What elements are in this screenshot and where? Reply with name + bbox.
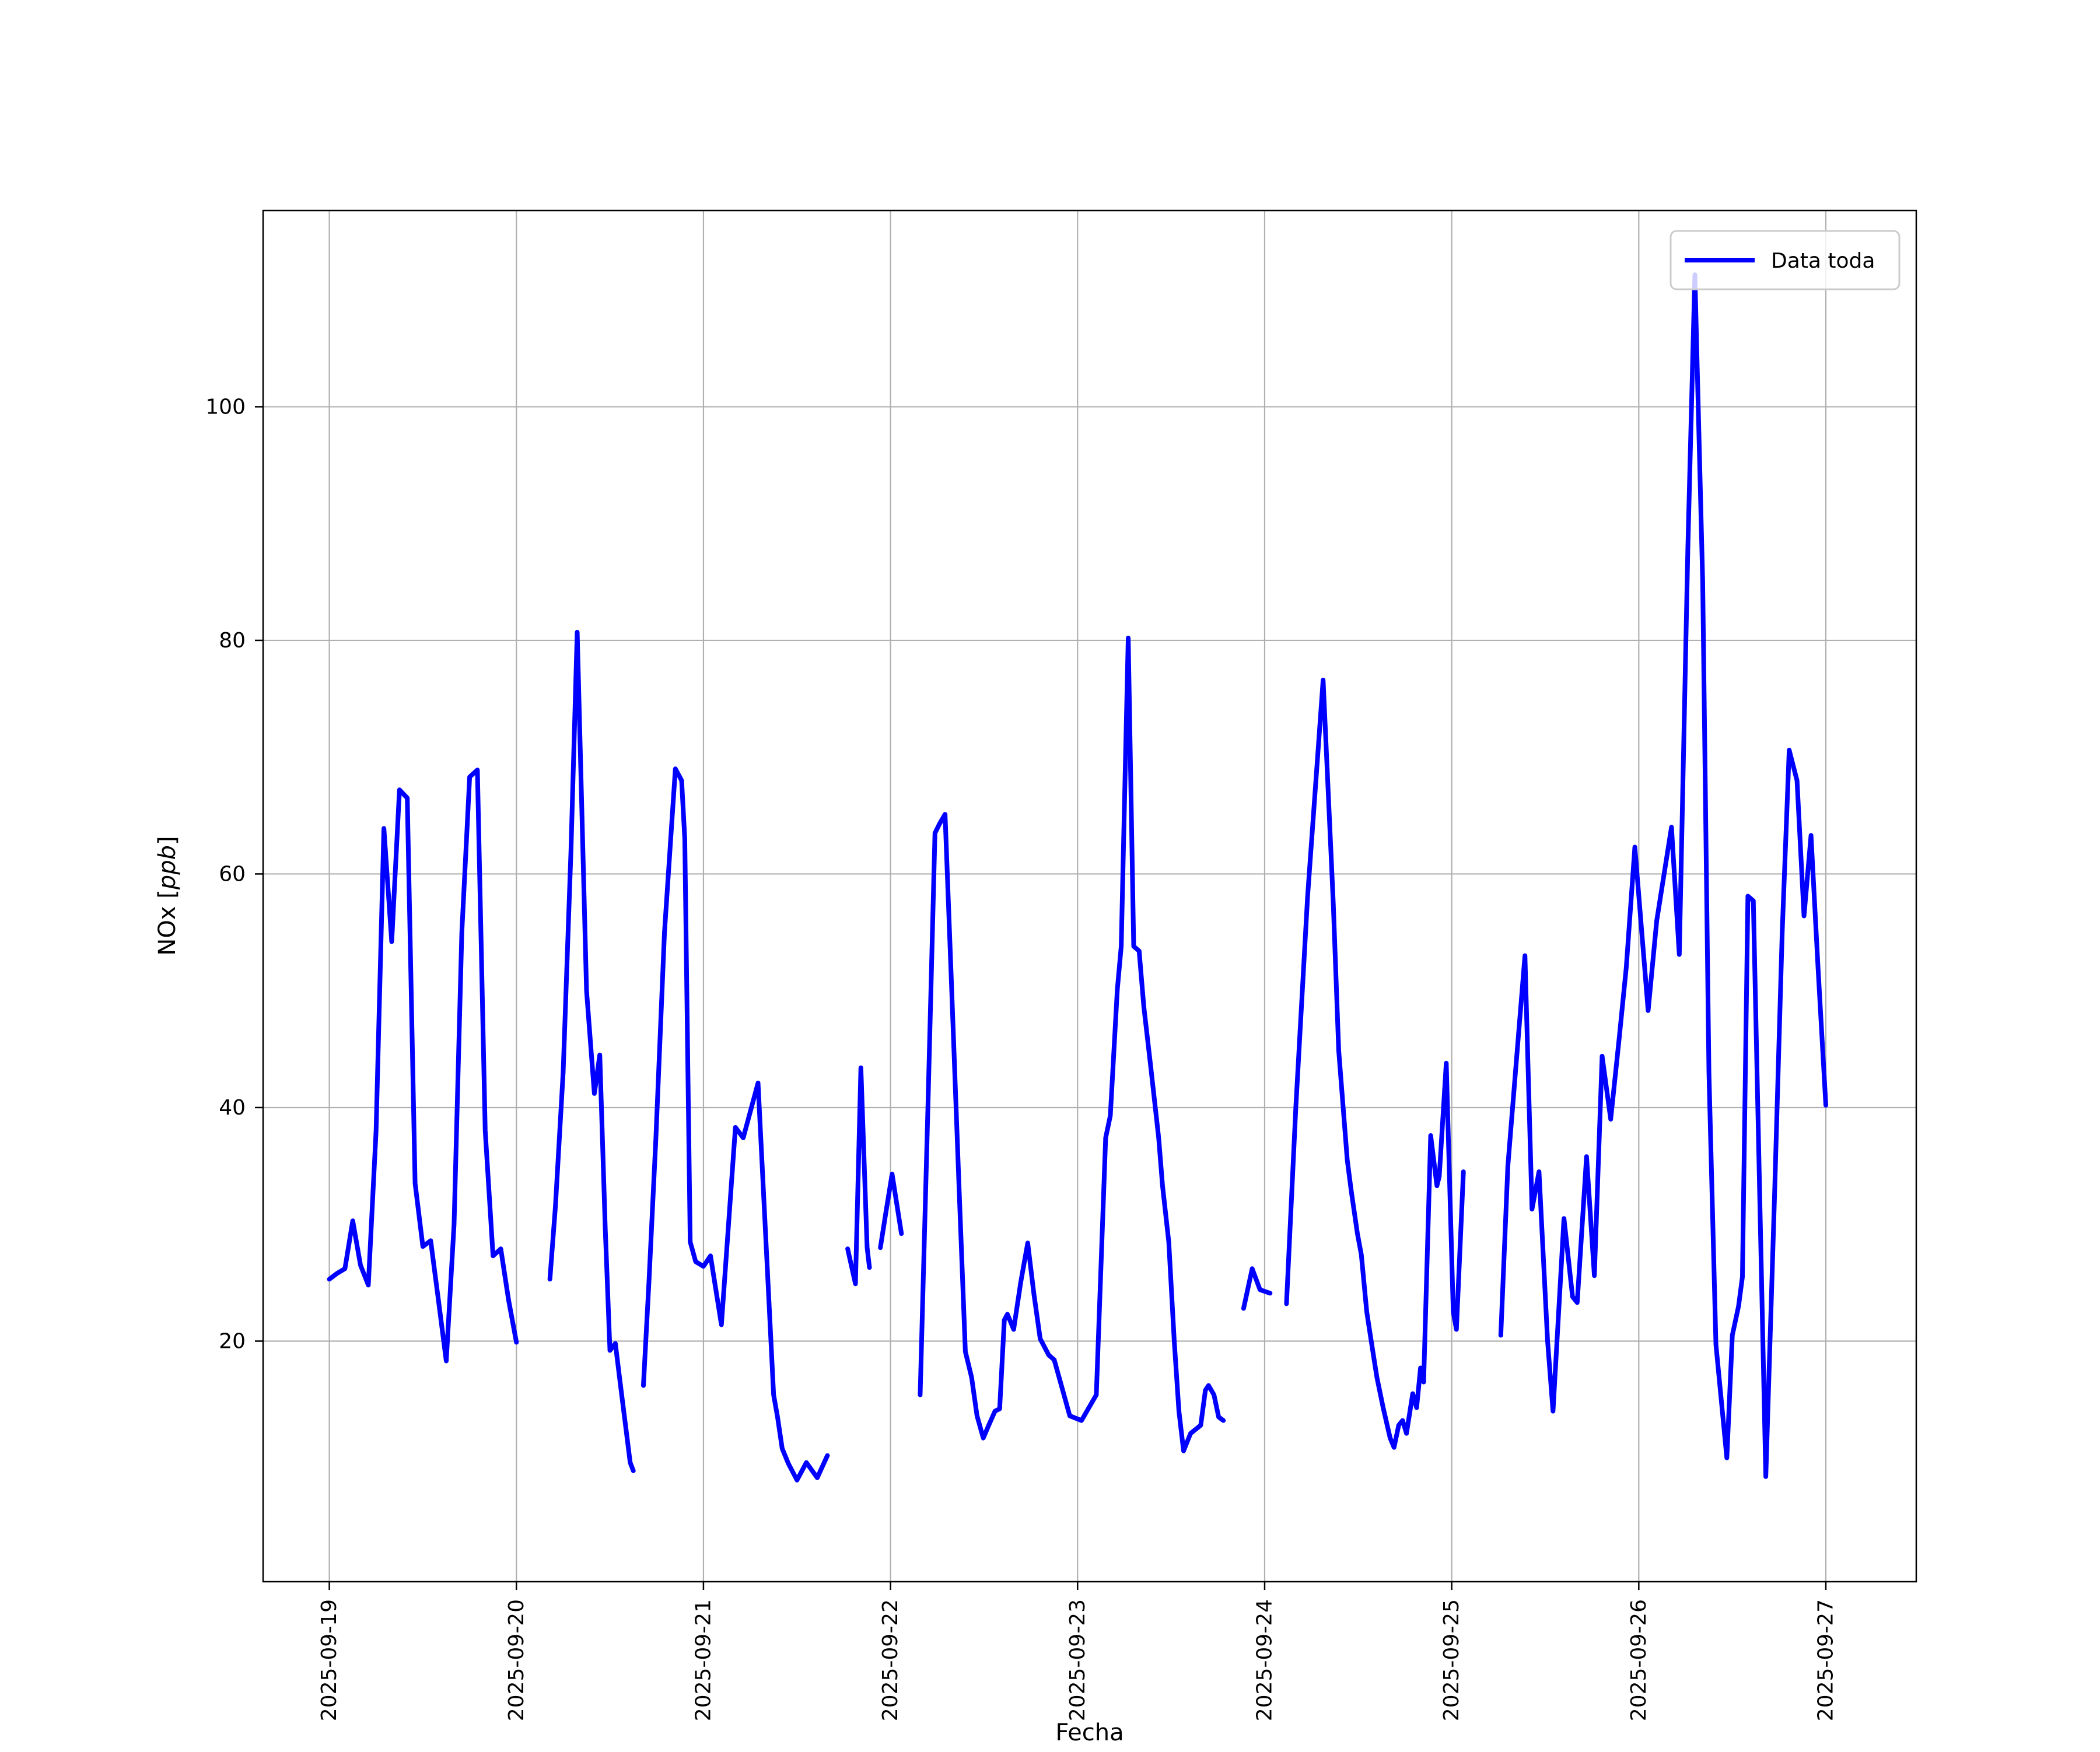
- legend-box: [1670, 230, 1901, 290]
- x-tick-label: 2025-09-27: [1814, 1599, 1838, 1721]
- series-line-segment: [878, 1172, 904, 1250]
- y-tick-label: 20: [219, 1329, 246, 1353]
- series-line-segment: [641, 766, 830, 1483]
- series-line-segment: [1498, 272, 1828, 1479]
- series-line: [327, 272, 1828, 1483]
- series-line-segment: [547, 629, 636, 1473]
- x-tick-label: 2025-09-24: [1252, 1599, 1276, 1721]
- y-axis-label-prefix: NOx [: [154, 889, 181, 955]
- plot-area: [262, 209, 1917, 1583]
- grid: [263, 211, 1916, 1582]
- x-tick-label: 2025-09-22: [878, 1599, 902, 1721]
- y-axis-label: NOx [ppb]: [154, 836, 181, 955]
- series-line-segment: [1241, 1266, 1273, 1311]
- x-tick-label: 2025-09-23: [1066, 1599, 1090, 1721]
- legend-label: Data toda: [1771, 249, 1875, 273]
- x-tick-label: 2025-09-26: [1627, 1599, 1651, 1721]
- y-tick-label: 60: [219, 862, 246, 886]
- x-axis-tick-labels: 2025-09-19 2025-09-20 2025-09-21 2025-09-22…: [317, 1599, 1838, 1721]
- y-tick-label: 100: [205, 395, 246, 419]
- x-tick-label: 2025-09-19: [317, 1599, 341, 1721]
- x-tick-label: 2025-09-25: [1440, 1599, 1464, 1721]
- x-tick-label: 2025-09-21: [691, 1599, 715, 1721]
- legend: Data toda: [1670, 230, 1901, 290]
- x-tick-label: 2025-09-20: [505, 1599, 528, 1721]
- y-axis-label-suffix: ]: [154, 836, 181, 845]
- y-tick-label: 80: [219, 629, 246, 653]
- axis-ticks: [255, 406, 1827, 1590]
- series-line-segment: [845, 1065, 872, 1287]
- y-axis-label-math: ppb: [154, 845, 181, 890]
- series-line-segment: [918, 635, 1226, 1453]
- series-line-segment: [1284, 678, 1466, 1450]
- y-axis-tick-labels: 20 40 60 80 100: [205, 395, 246, 1353]
- x-axis-label: Fecha: [1055, 1719, 1124, 1746]
- y-tick-label: 40: [219, 1096, 246, 1120]
- series-line-segment: [327, 768, 519, 1364]
